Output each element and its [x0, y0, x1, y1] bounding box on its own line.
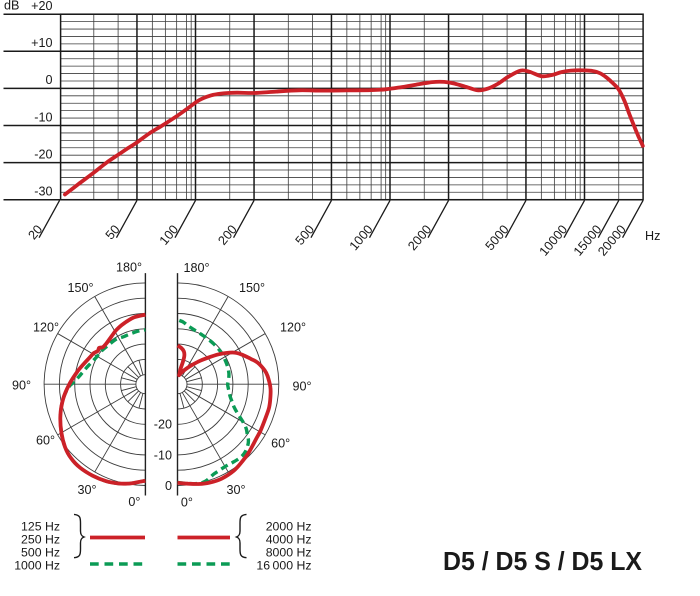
svg-text:2000 Hz: 2000 Hz [266, 519, 312, 533]
svg-text:60°: 60° [36, 433, 55, 447]
svg-text:500 Hz: 500 Hz [21, 545, 60, 559]
svg-text:+10: +10 [31, 36, 52, 50]
svg-text:250 Hz: 250 Hz [21, 532, 60, 546]
svg-text:60°: 60° [271, 436, 290, 450]
svg-text:0°: 0° [181, 495, 193, 509]
svg-text:-10: -10 [34, 110, 52, 124]
svg-text:-10: -10 [154, 448, 172, 462]
svg-text:30°: 30° [77, 483, 96, 497]
svg-text:180°: 180° [116, 260, 142, 274]
svg-text:150°: 150° [239, 281, 265, 295]
svg-text:-30: -30 [34, 185, 52, 199]
svg-text:30°: 30° [226, 483, 245, 497]
svg-text:90°: 90° [292, 379, 311, 393]
svg-text:125 Hz: 125 Hz [21, 519, 60, 533]
svg-text:D5 / D5 S / D5 LX: D5 / D5 S / D5 LX [443, 546, 643, 576]
svg-text:0: 0 [165, 479, 172, 493]
svg-text:dB: dB [4, 0, 19, 13]
svg-text:+20: +20 [31, 0, 52, 13]
svg-text:4000 Hz: 4000 Hz [266, 532, 312, 546]
svg-text:150°: 150° [67, 281, 93, 295]
svg-text:-20: -20 [34, 147, 52, 161]
svg-text:1000 Hz: 1000 Hz [14, 558, 60, 572]
svg-text:0°: 0° [128, 495, 140, 509]
svg-text:8000 Hz: 8000 Hz [266, 545, 312, 559]
svg-text:0: 0 [45, 73, 52, 87]
svg-text:180°: 180° [183, 261, 209, 275]
svg-text:90°: 90° [12, 378, 31, 392]
svg-text:Hz: Hz [645, 229, 660, 243]
svg-text:120°: 120° [33, 320, 59, 334]
svg-text:16 000 Hz: 16 000 Hz [256, 558, 311, 572]
svg-text:-20: -20 [154, 418, 172, 432]
svg-text:120°: 120° [280, 320, 306, 334]
